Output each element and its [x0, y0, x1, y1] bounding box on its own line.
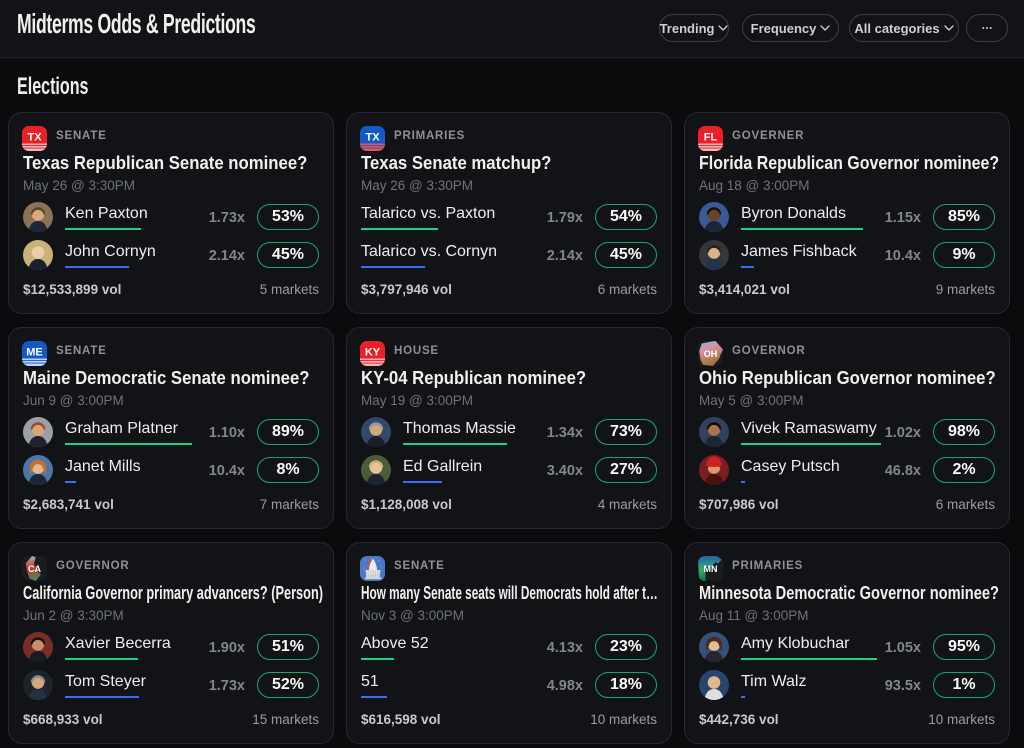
svg-text:TX: TX	[27, 132, 42, 144]
svg-text:KY: KY	[365, 347, 381, 359]
svg-text:TX: TX	[365, 132, 380, 144]
svg-text:ME: ME	[26, 347, 43, 359]
svg-text:FL: FL	[704, 132, 718, 144]
